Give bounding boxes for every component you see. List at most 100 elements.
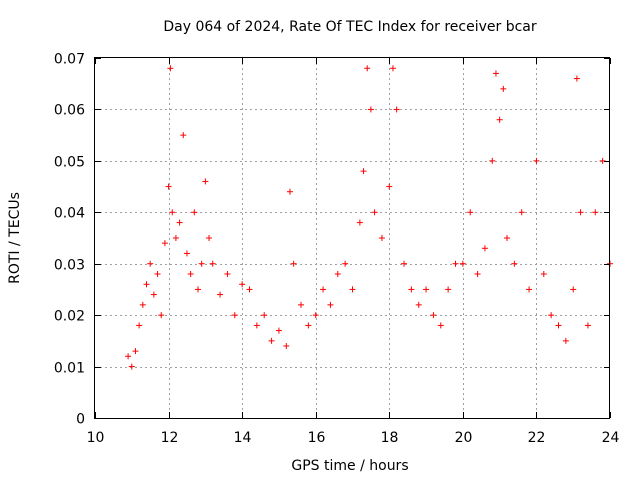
- data-point: [356, 219, 363, 226]
- grid-lines: [95, 58, 610, 418]
- data-point: [562, 337, 569, 344]
- data-point: [573, 75, 580, 82]
- data-point: [150, 291, 157, 298]
- data-point: [180, 132, 187, 139]
- data-point: [389, 65, 396, 72]
- data-point: [154, 271, 161, 277]
- y-tick-label: 0.06: [54, 103, 85, 119]
- data-point: [132, 348, 139, 355]
- data-point: [209, 260, 216, 267]
- data-point: [231, 312, 238, 319]
- data-point: [290, 260, 297, 267]
- x-tick-label: 24: [602, 430, 620, 446]
- data-point: [312, 312, 319, 319]
- data-point: [183, 250, 190, 257]
- data-point: [445, 286, 452, 293]
- data-point: [474, 271, 481, 277]
- data-point: [167, 65, 174, 72]
- data-point: [143, 281, 150, 288]
- data-point: [349, 286, 356, 293]
- data-point: [511, 260, 518, 267]
- data-point: [367, 106, 374, 113]
- data-point: [489, 157, 496, 164]
- plot-frame: [94, 57, 610, 419]
- data-point: [217, 291, 224, 298]
- data-point: [342, 260, 349, 267]
- data-point: [393, 106, 400, 113]
- data-point: [500, 85, 507, 92]
- data-point: [423, 286, 430, 293]
- data-point: [239, 281, 246, 288]
- data-point: [360, 168, 367, 175]
- y-tick-label: 0.05: [54, 155, 85, 171]
- data-point: [172, 235, 179, 241]
- y-tick-label: 0.04: [54, 206, 85, 222]
- data-point: [305, 322, 312, 329]
- x-axis-ticks: 10 12 14 16 18 20 22 24: [87, 58, 620, 446]
- y-tick-label: 0: [76, 412, 85, 428]
- data-point: [158, 312, 165, 319]
- chart-title: Day 064 of 2024, Rate Of TEC Index for r…: [163, 19, 537, 35]
- data-point: [195, 286, 201, 293]
- data-point: [401, 260, 407, 267]
- data-point: [526, 286, 533, 293]
- data-point: [504, 235, 510, 241]
- data-point: [198, 260, 205, 267]
- data-point: [268, 337, 275, 344]
- x-tick-label: 10: [87, 430, 105, 446]
- y-axis-ticks: 0 0.01 0.02 0.03 0.04 0.05 0.06 0.07: [54, 52, 610, 428]
- x-tick-label: 20: [455, 430, 473, 446]
- data-point: [261, 312, 268, 319]
- data-point: [320, 286, 327, 293]
- data-point: [191, 209, 198, 216]
- data-point: [125, 353, 132, 360]
- data-point: [364, 65, 371, 72]
- data-point: [253, 322, 260, 329]
- data-point: [415, 301, 422, 308]
- data-point: [496, 116, 503, 123]
- data-point: [176, 219, 183, 226]
- data-point: [540, 271, 547, 277]
- data-point: [518, 209, 525, 216]
- data-point: [492, 70, 499, 77]
- data-point: [452, 260, 459, 267]
- data-point: [548, 312, 555, 319]
- data-point: [128, 363, 135, 370]
- x-tick-label: 18: [381, 430, 399, 446]
- data-point: [459, 260, 466, 267]
- data-point: [334, 271, 341, 277]
- x-axis-label: GPS time / hours: [291, 458, 408, 474]
- data-point: [275, 327, 282, 334]
- data-point: [555, 322, 562, 329]
- data-point: [408, 286, 415, 293]
- data-point: [481, 245, 488, 252]
- data-point: [139, 301, 146, 308]
- data-point: [533, 157, 540, 164]
- data-point: [169, 209, 176, 216]
- data-point: [430, 312, 437, 319]
- data-point: [298, 301, 304, 308]
- data-point: [584, 322, 591, 329]
- data-point: [187, 271, 194, 277]
- x-tick-label: 22: [528, 430, 546, 446]
- data-point: [378, 235, 385, 241]
- data-point: [202, 178, 209, 185]
- y-tick-label: 0.02: [54, 309, 85, 325]
- data-point: [283, 343, 290, 349]
- data-point: [136, 322, 143, 329]
- data-point: [161, 240, 168, 247]
- data-point: [165, 183, 172, 190]
- y-tick-label: 0.07: [54, 52, 85, 68]
- data-point: [386, 183, 393, 190]
- data-point: [570, 286, 577, 293]
- y-tick-label: 0.03: [54, 258, 85, 274]
- y-tick-label: 0.01: [54, 361, 85, 377]
- data-point: [599, 157, 606, 164]
- data-point: [437, 322, 444, 329]
- x-tick-label: 14: [234, 430, 252, 446]
- data-point: [371, 209, 378, 216]
- data-point: [224, 271, 231, 277]
- data-point: [327, 301, 334, 308]
- data-point: [147, 260, 154, 267]
- data-point: [592, 209, 599, 216]
